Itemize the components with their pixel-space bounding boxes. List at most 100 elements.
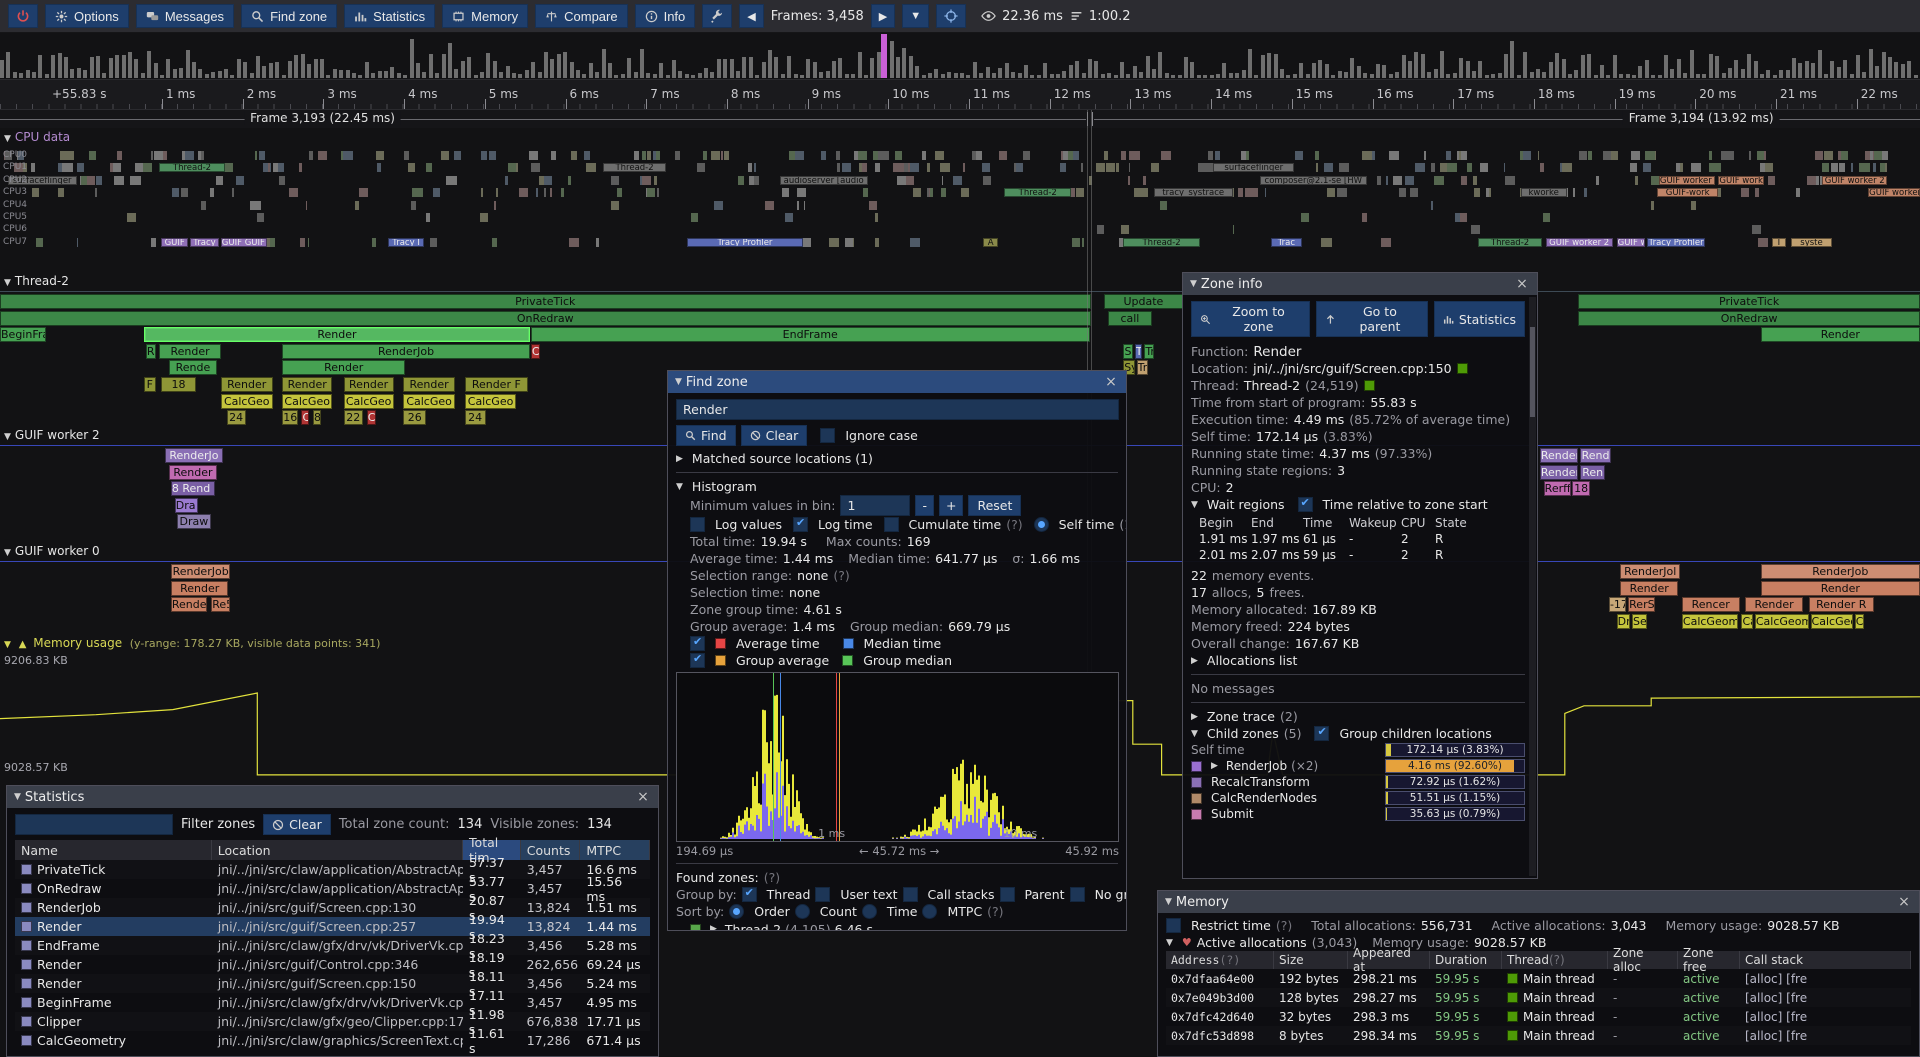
cpu-zone-trac[interactable]: Trac — [1271, 237, 1302, 247]
frame-bar[interactable] — [499, 71, 504, 78]
frame-bar[interactable] — [864, 74, 868, 78]
cpu-zone-tracy-profiler[interactable]: Tracy Profiler — [687, 237, 803, 247]
frame-bar[interactable] — [473, 74, 478, 78]
frame-bar[interactable] — [627, 57, 632, 78]
memory-events-count[interactable]: 22 — [1191, 568, 1207, 583]
stats-row-endframe[interactable]: EndFrame jni/../jni/src/claw/gfx/drv/vk/D… — [15, 931, 650, 961]
histogram-plot[interactable]: 1 ms 10 ms — [676, 672, 1119, 842]
frame-bar[interactable] — [639, 49, 644, 78]
statistics-button[interactable]: Statistics — [344, 4, 436, 28]
zone-renderjol[interactable]: RenderJol — [1620, 564, 1680, 579]
active-allocations-section[interactable]: Active allocations — [1196, 935, 1307, 950]
frame-bar[interactable] — [358, 74, 363, 78]
self-time-radio[interactable] — [1033, 517, 1049, 532]
help-mark[interactable]: (?) — [833, 568, 850, 583]
memory-track[interactable]: ▼ ▲ Memory usage (y-range: 178.27 KB, vi… — [0, 636, 1920, 786]
frame-bar[interactable] — [409, 39, 414, 78]
frame-bar[interactable] — [960, 73, 964, 78]
frame-bar[interactable] — [1644, 59, 1649, 78]
zone-f[interactable]: F — [144, 377, 156, 392]
frame-bar[interactable] — [1600, 64, 1604, 78]
zone-trace-section[interactable]: Zone trace — [1206, 709, 1275, 724]
frame-bar[interactable] — [19, 72, 24, 78]
help-mark[interactable]: (?) — [1006, 517, 1023, 532]
frame-bar[interactable] — [825, 70, 830, 78]
prev-frame-button[interactable]: ◀ — [739, 4, 764, 28]
cpu-zone-tracy-profiler[interactable]: Tracy Profiler — [1647, 237, 1705, 247]
frame-bar[interactable] — [1113, 74, 1118, 78]
frame-bar[interactable] — [595, 72, 600, 78]
zone-sel[interactable]: Sel — [1632, 613, 1648, 629]
frame-bar[interactable] — [1497, 72, 1502, 78]
thread2-header[interactable]: ▼ Thread-2 — [4, 274, 69, 288]
frame-bar[interactable] — [70, 69, 75, 78]
zone-rencer[interactable]: Rencer — [1681, 597, 1740, 613]
zone-t[interactable]: T — [1134, 343, 1143, 359]
frame-bar[interactable] — [1664, 55, 1668, 78]
zone-dra[interactable]: Dra — [1616, 613, 1631, 629]
frame-bar[interactable] — [1158, 51, 1163, 78]
frame-bar[interactable] — [1145, 55, 1150, 78]
frame-bar[interactable] — [1548, 62, 1553, 78]
show-group-checkbox[interactable] — [690, 652, 705, 668]
frame-bar[interactable] — [262, 65, 267, 78]
frame-bar[interactable] — [1081, 72, 1086, 78]
frame-bar[interactable] — [256, 56, 260, 78]
child-zone-recalctransform[interactable]: RecalcTransform 72.92 μs (1.62%) — [1191, 774, 1525, 790]
frame-bar[interactable] — [755, 74, 760, 78]
frame-bar[interactable] — [1657, 74, 1662, 78]
frame-bar[interactable] — [793, 74, 798, 78]
clear-button[interactable]: Clear — [740, 425, 808, 446]
frame-bar[interactable] — [1094, 61, 1099, 78]
min-values-input[interactable]: 1 — [840, 495, 911, 516]
stats-row-beginframe[interactable]: BeginFrame jni/../jni/src/claw/gfx/drv/vk… — [15, 988, 650, 1018]
tools-button[interactable] — [702, 4, 733, 28]
frame-timeline[interactable] — [0, 33, 1920, 80]
cpu-zone-guif-w[interactable]: GUIF w — [1616, 237, 1646, 247]
frame-bar[interactable] — [230, 74, 235, 78]
frame-bar[interactable] — [281, 74, 286, 78]
frame-bar[interactable] — [217, 70, 222, 78]
frame-bar[interactable] — [1747, 53, 1752, 78]
frame-bar[interactable] — [608, 62, 612, 78]
histogram-section[interactable]: Histogram — [691, 479, 757, 494]
frame-bar[interactable] — [512, 73, 516, 78]
zone-render[interactable]: Render — [220, 377, 273, 392]
cpu-zone-thread-2[interactable]: Thread-2 — [159, 163, 225, 173]
frame-bar[interactable] — [614, 75, 619, 78]
frame-bar[interactable] — [319, 58, 324, 78]
frame-dropdown-button[interactable]: ▼ — [902, 4, 930, 28]
frame-bar[interactable] — [454, 68, 459, 78]
frame-bar[interactable] — [25, 69, 30, 78]
frame-bar[interactable] — [1593, 74, 1598, 78]
close-icon[interactable]: × — [1516, 276, 1528, 292]
frame-bar[interactable] — [307, 64, 312, 78]
child-zone-renderjob[interactable]: ▶ RenderJob (×2) 4.16 ms (92.60%) — [1191, 758, 1525, 774]
frame-bar[interactable] — [940, 74, 945, 78]
frame-bar[interactable] — [1216, 73, 1220, 78]
group-children-checkbox[interactable] — [1314, 725, 1330, 741]
frame-bar[interactable] — [249, 73, 254, 78]
scrollbar-thumb[interactable] — [1530, 327, 1535, 417]
frame-bar[interactable] — [1190, 61, 1195, 78]
frame-bar[interactable] — [1830, 60, 1835, 78]
frame-bar[interactable] — [908, 56, 913, 78]
cpu-row-cpu0[interactable]: CPU0 — [0, 150, 1920, 161]
frame-bar[interactable] — [1760, 73, 1764, 78]
frame-bar[interactable] — [742, 57, 747, 78]
memory-titlebar[interactable]: ▼ Memory × — [1158, 891, 1919, 913]
frame-bar[interactable] — [1228, 73, 1233, 78]
cpu-zone-syste[interactable]: syste — [1791, 237, 1832, 247]
zone-calcgeo[interactable]: CalcGeo — [220, 393, 273, 409]
frame-bar[interactable] — [1235, 73, 1240, 78]
frame-bar[interactable] — [1504, 53, 1508, 78]
cpu-row-cpu6[interactable]: CPU6 — [0, 224, 1920, 235]
frame-bar[interactable] — [1401, 55, 1406, 78]
frame-bar[interactable] — [1049, 73, 1054, 78]
cpu-zone-guif-worke[interactable]: GUIF worke — [1718, 175, 1765, 185]
zone-calcgeomet[interactable]: CalcGeomet — [1754, 613, 1809, 629]
collapse-icon[interactable]: ▼ — [4, 548, 11, 558]
zone-render[interactable]: Render — [403, 377, 456, 392]
zone-endframe[interactable]: EndFrame — [530, 327, 1090, 343]
frame-bar[interactable] — [1004, 62, 1009, 78]
